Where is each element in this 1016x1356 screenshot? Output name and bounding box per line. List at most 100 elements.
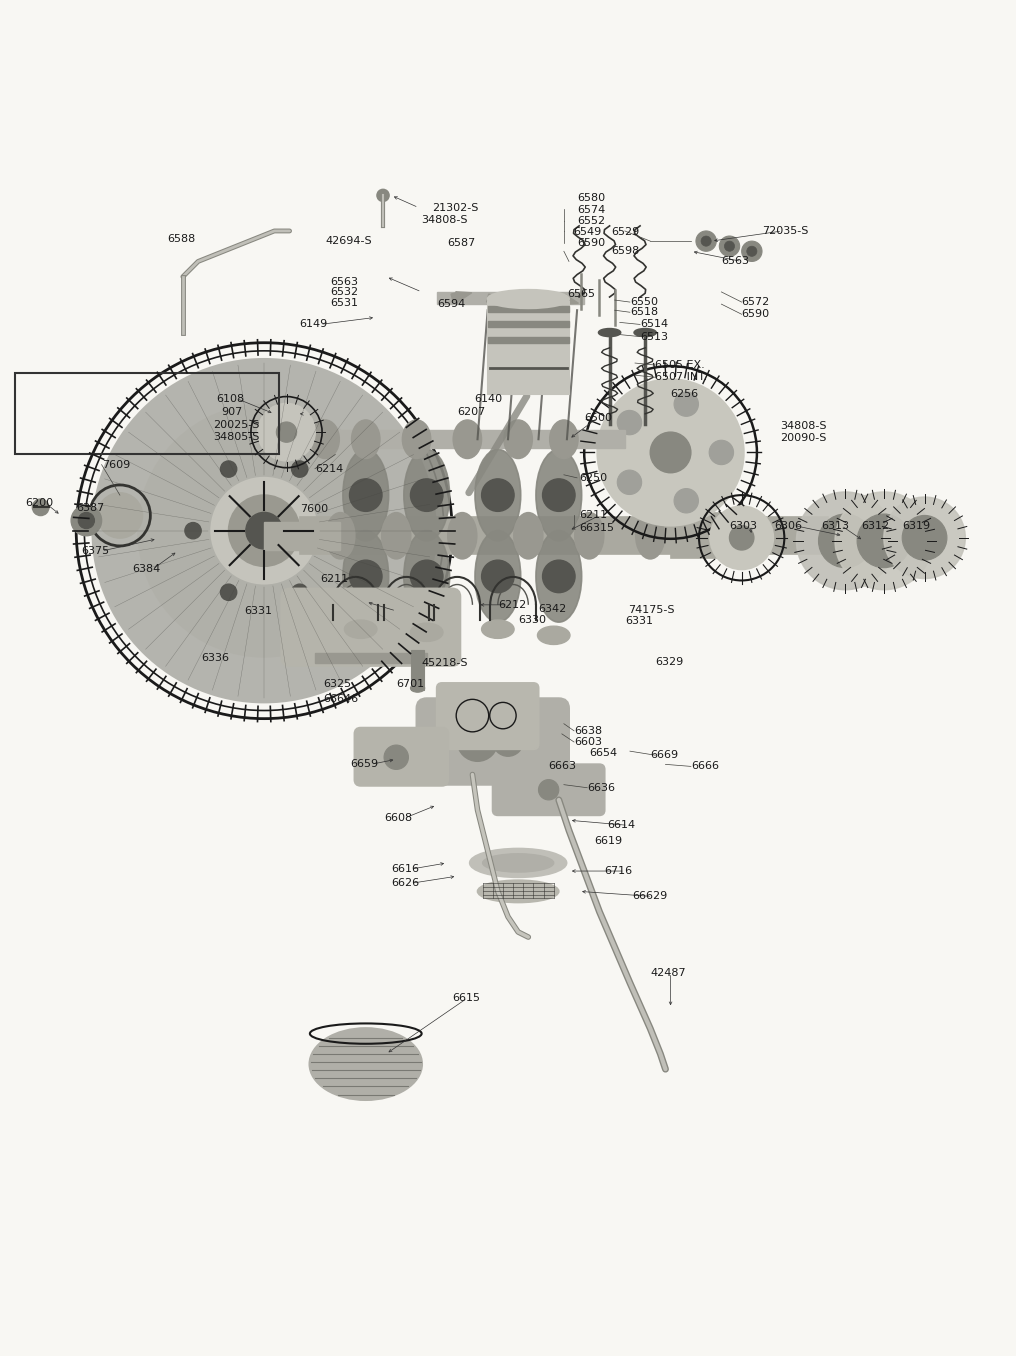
Text: 6654: 6654 <box>589 749 618 758</box>
Bar <box>315 652 427 663</box>
Text: 6256: 6256 <box>671 389 699 399</box>
FancyArrow shape <box>522 292 543 302</box>
Text: 34808-S: 34808-S <box>422 214 468 225</box>
Ellipse shape <box>403 530 449 622</box>
Text: 21302-S: 21302-S <box>432 202 479 213</box>
Circle shape <box>482 479 514 511</box>
Bar <box>279 430 625 449</box>
Ellipse shape <box>453 420 482 458</box>
Ellipse shape <box>382 513 410 559</box>
Text: 6614: 6614 <box>608 820 636 830</box>
Ellipse shape <box>488 290 569 308</box>
Text: 6565: 6565 <box>567 289 595 298</box>
Text: 6331: 6331 <box>244 606 272 616</box>
Ellipse shape <box>342 449 388 541</box>
Circle shape <box>33 499 49 515</box>
Text: 6312: 6312 <box>862 521 890 530</box>
Ellipse shape <box>504 420 532 458</box>
Circle shape <box>618 411 642 435</box>
Circle shape <box>835 492 933 590</box>
Text: 6603: 6603 <box>574 738 602 747</box>
Text: 6666: 6666 <box>691 761 719 772</box>
Bar <box>437 292 584 304</box>
Text: 6250: 6250 <box>579 473 608 483</box>
Ellipse shape <box>634 328 656 336</box>
Circle shape <box>650 433 691 473</box>
Text: 6663: 6663 <box>549 761 577 772</box>
Text: 6572: 6572 <box>742 297 770 306</box>
Text: 6336: 6336 <box>201 652 230 663</box>
Circle shape <box>292 584 308 601</box>
Text: 6500: 6500 <box>584 414 613 423</box>
Bar <box>488 302 569 393</box>
Ellipse shape <box>483 854 554 872</box>
Text: 6518: 6518 <box>630 308 658 317</box>
Text: 6331: 6331 <box>625 616 653 626</box>
FancyArrow shape <box>487 294 507 304</box>
Text: 6608: 6608 <box>384 814 412 823</box>
Circle shape <box>543 479 575 511</box>
Text: 66629: 66629 <box>632 891 668 902</box>
Text: 6513: 6513 <box>640 332 669 342</box>
Text: 6636: 6636 <box>587 782 616 793</box>
FancyArrowPatch shape <box>468 396 527 492</box>
Text: 6211: 6211 <box>320 575 348 584</box>
Text: 6330: 6330 <box>518 616 547 625</box>
Circle shape <box>902 515 947 560</box>
Text: 6616: 6616 <box>391 864 420 875</box>
Text: 6384: 6384 <box>132 564 161 575</box>
Circle shape <box>377 190 389 202</box>
Circle shape <box>211 477 317 583</box>
Text: 6598: 6598 <box>612 247 640 256</box>
Text: 6626: 6626 <box>391 879 420 888</box>
Circle shape <box>410 479 443 511</box>
Bar <box>488 306 569 312</box>
Ellipse shape <box>478 880 559 903</box>
Circle shape <box>729 526 754 551</box>
FancyBboxPatch shape <box>493 765 605 815</box>
Bar <box>264 522 340 551</box>
Text: 66646: 66646 <box>323 694 359 704</box>
Circle shape <box>719 236 740 256</box>
Text: 42487: 42487 <box>650 968 686 978</box>
Circle shape <box>137 404 391 658</box>
Circle shape <box>91 358 437 704</box>
Bar <box>411 650 424 690</box>
Bar <box>300 518 828 555</box>
Circle shape <box>482 560 514 593</box>
Circle shape <box>596 378 745 526</box>
Text: 6574: 6574 <box>577 205 606 214</box>
Circle shape <box>747 247 757 256</box>
Text: 6514: 6514 <box>640 320 669 330</box>
Ellipse shape <box>403 449 449 541</box>
Text: 6387: 6387 <box>76 503 105 514</box>
Circle shape <box>78 513 94 529</box>
Text: 34808-S: 34808-S <box>780 420 827 431</box>
Text: 6716: 6716 <box>605 866 633 876</box>
FancyBboxPatch shape <box>355 728 448 785</box>
Circle shape <box>185 522 201 538</box>
Ellipse shape <box>310 1028 422 1100</box>
Circle shape <box>674 488 698 513</box>
Ellipse shape <box>550 420 578 458</box>
Text: 45218-S: 45218-S <box>422 658 468 667</box>
Circle shape <box>543 560 575 593</box>
Circle shape <box>701 236 711 247</box>
Text: 6149: 6149 <box>300 320 328 330</box>
Text: 6532: 6532 <box>330 287 359 297</box>
Circle shape <box>724 241 735 251</box>
Text: 6638: 6638 <box>574 725 602 736</box>
Text: 6615: 6615 <box>452 993 481 1003</box>
Bar <box>488 336 569 343</box>
Ellipse shape <box>410 624 443 641</box>
Text: 6580: 6580 <box>577 194 606 203</box>
Text: 6319: 6319 <box>902 521 931 530</box>
Circle shape <box>292 461 308 477</box>
Ellipse shape <box>410 683 425 692</box>
Circle shape <box>350 479 382 511</box>
Ellipse shape <box>326 513 355 559</box>
Text: 7600: 7600 <box>300 504 328 514</box>
Text: 6531: 6531 <box>330 298 359 308</box>
Ellipse shape <box>474 449 520 541</box>
Circle shape <box>709 441 734 465</box>
